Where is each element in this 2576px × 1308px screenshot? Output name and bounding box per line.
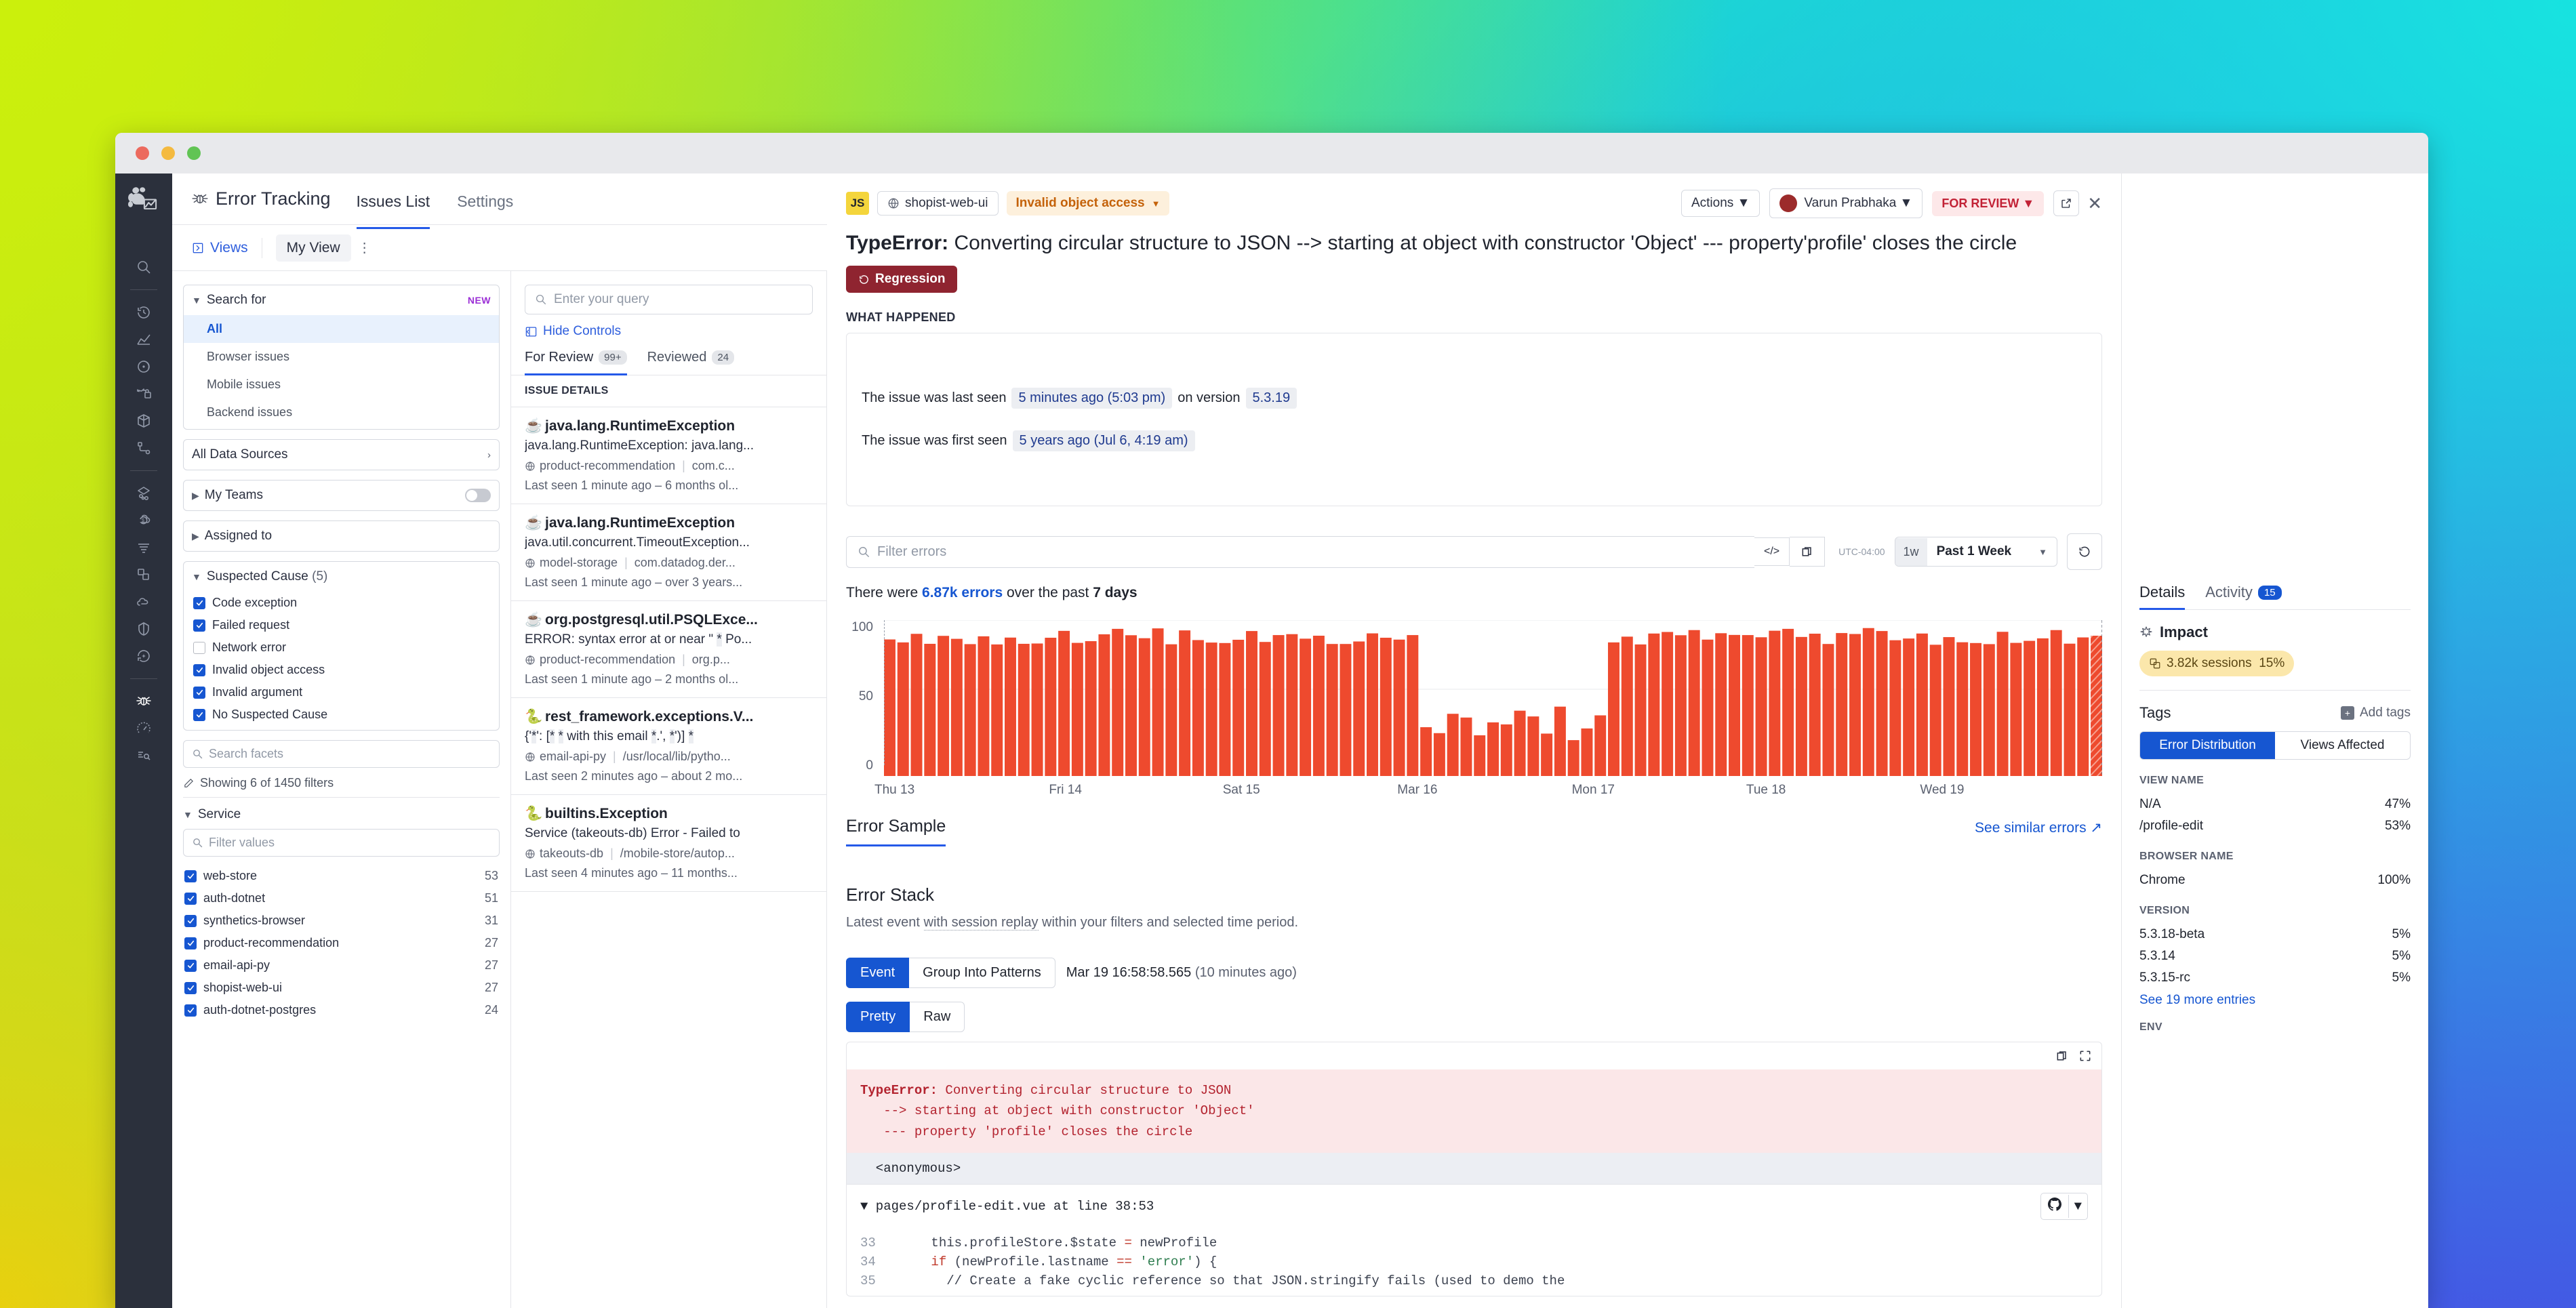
svg-text:$: $ — [142, 518, 144, 523]
